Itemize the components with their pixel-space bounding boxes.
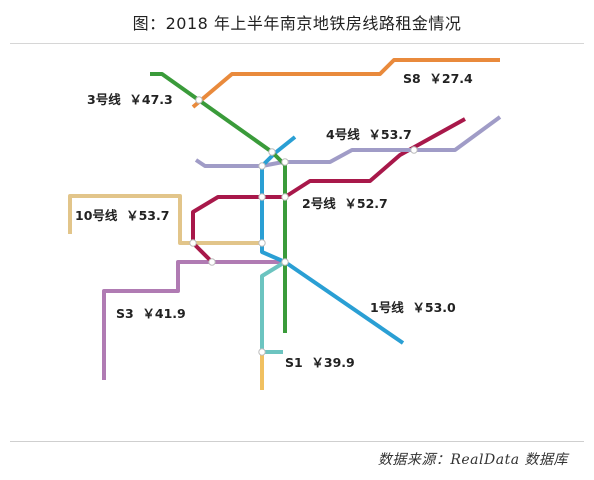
route-3 bbox=[150, 72, 287, 333]
station-1-3-s1-s3-hub bbox=[281, 258, 289, 266]
label-line-10: 10号线 ￥53.7 bbox=[75, 208, 169, 223]
route-10 bbox=[68, 194, 262, 245]
chart-title: 图：2018 年上半年南京地铁房线路租金情况 bbox=[132, 14, 462, 33]
route-4 bbox=[194, 115, 502, 168]
station-2-s3-interchange bbox=[208, 258, 216, 266]
station-2-4-interchange bbox=[410, 146, 418, 154]
station-s1-interchange bbox=[258, 348, 266, 356]
label-line-3: 3号线 ￥47.3 bbox=[87, 92, 173, 107]
station-3-4-interchange bbox=[281, 158, 289, 166]
station-2-3-interchange bbox=[281, 193, 289, 201]
data-source-note: 数据来源：RealData 数据库 bbox=[377, 452, 568, 468]
route-s8 bbox=[191, 58, 500, 109]
label-line-1: 1号线 ￥53.0 bbox=[370, 300, 456, 315]
label-line-s1: S1 ￥39.9 bbox=[285, 355, 355, 370]
station-2-10-interchange bbox=[189, 239, 197, 247]
route-1 bbox=[260, 135, 405, 345]
label-line-s3: S3 ￥41.9 bbox=[116, 306, 186, 321]
footer-divider bbox=[10, 441, 584, 442]
label-line-s8: S8 ￥27.4 bbox=[403, 71, 473, 86]
station-s8-3-interchange bbox=[195, 96, 203, 104]
station-1-3-interchange bbox=[268, 148, 276, 156]
route-s3 bbox=[102, 260, 285, 380]
station-1-10-interchange bbox=[258, 239, 266, 247]
station-1-2-interchange bbox=[258, 193, 266, 201]
station-1-4-interchange bbox=[258, 162, 266, 170]
title-divider bbox=[10, 43, 584, 44]
route-s1 bbox=[260, 260, 287, 354]
label-line-4: 4号线 ￥53.7 bbox=[326, 127, 412, 142]
label-line-2: 2号线 ￥52.7 bbox=[302, 196, 388, 211]
